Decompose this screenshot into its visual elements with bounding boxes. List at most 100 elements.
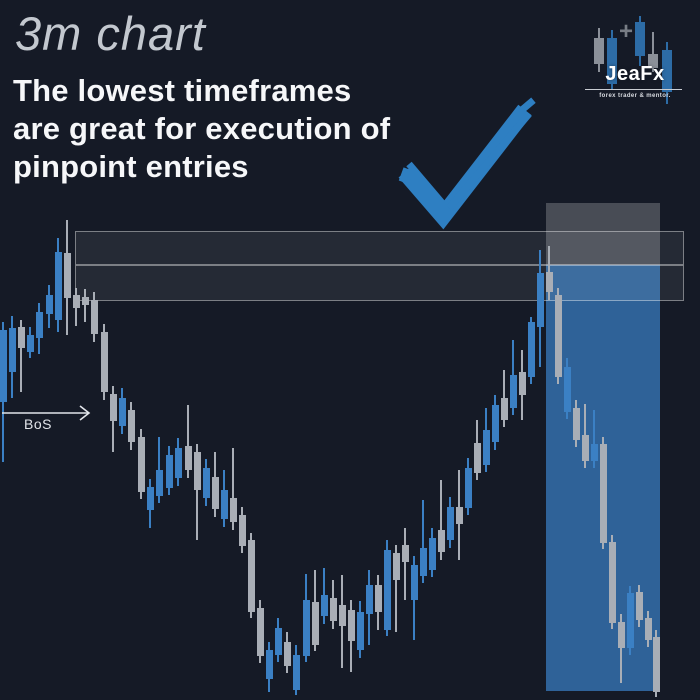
candle-body [17,327,25,348]
gray-highlight-rect [546,203,660,265]
headline-line-2: are great for execution of [13,111,391,146]
jeafx-logo: + JeaFx forex trader & mentor. [583,16,687,110]
candle-body [392,553,400,580]
candle-body [419,548,427,576]
candle-wick [187,405,189,478]
candle-body [329,598,337,621]
candle-body [527,322,535,377]
candle-body [229,498,237,522]
candle-body [184,446,192,470]
candle-body [581,435,589,461]
candle-body [0,330,7,402]
candle-body [482,430,490,465]
candle-wick [196,444,198,540]
candle-body [292,655,300,690]
candle-body [211,477,219,509]
headline: The lowest timeframes are great for exec… [13,72,390,186]
candle-body [652,637,660,692]
candle-body [193,452,201,490]
candle-body [174,448,182,478]
candle-body [311,602,319,645]
candle-body [518,372,526,395]
candle-body [338,605,346,626]
candle-body [491,405,499,442]
checkmark-icon [398,97,536,230]
candle-body [72,295,80,308]
candle-body [220,490,228,519]
logo-divider [585,89,682,90]
candle-body [608,542,616,623]
page-title: 3m chart [15,7,206,60]
candle-body [401,545,409,562]
candle-body [446,507,454,540]
bos-arrow-icon [2,405,91,421]
candle-body [464,468,472,508]
candle-body [90,300,98,334]
candle-wick [620,614,622,683]
candle-body [428,538,436,570]
headline-line-1: The lowest timeframes [13,73,352,108]
plus-icon: + [619,18,634,45]
candle-body [54,252,62,320]
candle-wick [440,480,442,560]
candle-body [155,470,163,496]
candle-body [283,642,291,666]
candle-body [617,622,625,648]
candle-body [455,507,463,524]
logo-tagline: forex trader & mentor. [599,93,671,99]
candle-body [374,585,382,612]
candle-body [202,468,210,498]
candle-body [137,437,145,492]
candle-body [63,253,71,298]
candle-body [247,540,255,612]
candle-body [26,335,34,352]
candle-body [545,272,553,292]
logo-candle-wick [652,32,654,72]
candle-body [536,273,544,327]
candle-wick [84,289,86,322]
candle-body [410,565,418,600]
headline-line-3: pinpoint entries [13,149,249,184]
logo-candle-body [594,38,604,64]
candle-body [320,595,328,616]
candle-body [563,367,571,412]
candle-body [265,650,273,679]
candle-body [81,297,89,305]
candle-body [509,375,517,408]
candle-body [256,608,264,656]
logo-candle-body [648,54,658,68]
logo-candle-body [607,38,617,84]
logo-candle-body [635,22,645,56]
candle-body [635,592,643,620]
logo-name: JeaFx [605,63,665,85]
candle-body [109,394,117,421]
candle-body [383,550,391,630]
candle-body [599,444,607,543]
candle-body [165,455,173,488]
candle-body [554,295,562,377]
candle-body [626,593,634,648]
candle-body [644,618,652,640]
candle-body [473,443,481,473]
candle-wick [20,320,22,392]
candle-body [500,398,508,420]
candle-body [274,628,282,655]
candle-body [347,610,355,641]
candle-body [365,585,373,614]
supply-zone-lower [75,265,684,301]
bos-label: BoS [24,416,52,432]
candle-body [238,515,246,546]
candle-wick [395,545,397,632]
candle-body [35,312,43,338]
logo-candle-body [662,50,672,92]
candle-body [118,398,126,426]
candle-body [45,295,53,314]
candle-wick [593,410,595,468]
supply-zone-upper [75,231,684,265]
candle-body [437,530,445,552]
candle-body [8,328,16,372]
candle-wick [232,448,234,530]
candle-body [100,332,108,392]
